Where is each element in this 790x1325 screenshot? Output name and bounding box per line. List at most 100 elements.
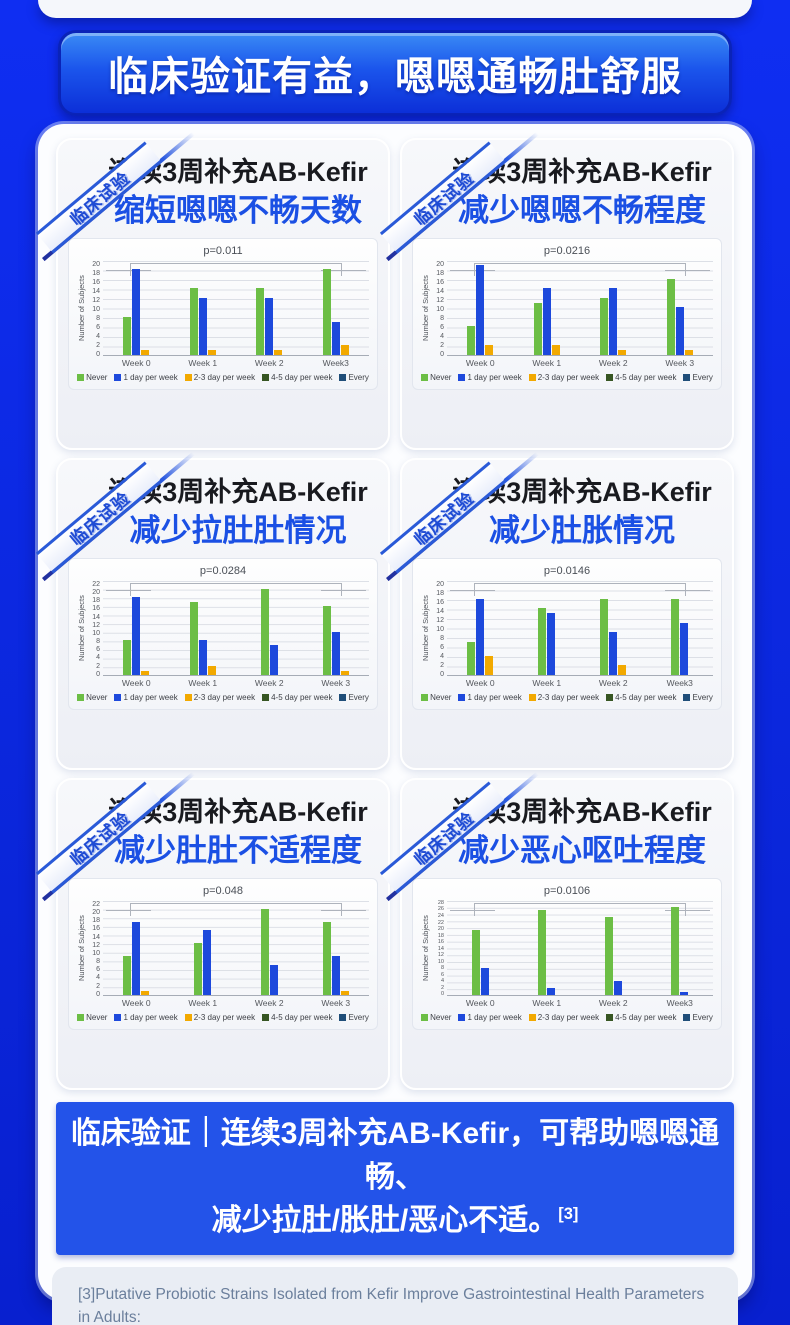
x-tick-label: Week 1 (188, 677, 218, 688)
bar-2-3-day-per-week (340, 990, 349, 995)
y-axis-title: Number of Subjects (77, 915, 86, 982)
x-tick-label: Week 2 (598, 677, 628, 688)
x-tick-label: Week 3 (321, 997, 351, 1008)
legend-label: Never (86, 372, 108, 382)
x-tick-label: Week 3 (321, 677, 351, 688)
legend-label: Every (692, 1012, 713, 1022)
legend-label: 4-5 day per week (615, 1012, 677, 1022)
x-tick-label: Week 0 (465, 357, 495, 368)
legend-item: 2-3 day per week (184, 692, 256, 702)
legend-label: 4-5 day per week (615, 692, 677, 702)
significance-bracket (129, 262, 343, 276)
x-axis-labels: Week 0 Week 1 Week 2 Week3 (447, 678, 713, 688)
legend-item: Never (77, 1013, 107, 1022)
footnote-line-1: [3]Putative Probiotic Strains Isolated f… (78, 1285, 705, 1325)
chart-legend: Never 1 day per week 2-3 day per week 4-5 d… (421, 373, 713, 382)
y-tick-label: 2 (440, 661, 444, 669)
y-tick-label: 14 (92, 287, 100, 295)
bar-never (123, 640, 132, 675)
bar-never (467, 641, 476, 675)
legend-swatch (262, 373, 270, 381)
legend-swatch (606, 373, 614, 381)
y-tick-label: 6 (440, 323, 444, 331)
x-tick-label: Week 2 (254, 997, 284, 1008)
legend-label: 2-3 day per week (537, 1012, 600, 1022)
chart-body: Number of Subjects 22 20 18 16 14 12 10 8 6 4 2 0 Wee… (77, 580, 370, 688)
legend-item: Never (421, 1013, 451, 1022)
y-tick-label: 2 (96, 982, 100, 990)
plot-area (447, 260, 713, 356)
y-tick-label: 20 (92, 589, 100, 597)
legend-swatch (339, 373, 347, 381)
legend-item: 1 day per week (114, 373, 178, 382)
bar-group (580, 288, 647, 355)
x-tick-label: Week 1 (188, 997, 218, 1008)
bar-1-day-per-week (476, 264, 485, 355)
y-tick-label: 12 (92, 621, 100, 629)
y-tick-label: 16 (436, 278, 444, 286)
x-tick-label: Week 1 (532, 357, 562, 368)
legend-item: 4-5 day per week (262, 373, 332, 382)
bar-chart: p=0.0284 Number of Subjects 22 20 18 16 14 12 10… (77, 565, 369, 702)
legend-item: 2-3 day per week (528, 372, 600, 382)
y-axis-ticks: 22 20 18 16 14 12 10 8 6 4 2 0 (86, 581, 103, 678)
legend-item: 2-3 day per week (528, 693, 599, 702)
significance-bracket (129, 582, 343, 596)
legend-swatch (528, 373, 536, 381)
legend-label: Never (430, 372, 452, 382)
bracket-whisker-left (449, 909, 495, 911)
bar-group (236, 908, 303, 995)
bar-group (447, 598, 514, 675)
reference-footnote: [3]Putative Probiotic Strains Isolated f… (52, 1266, 738, 1325)
y-tick-label: 14 (92, 933, 100, 941)
legend-swatch (339, 1013, 347, 1021)
y-tick-label: 12 (436, 616, 444, 624)
plot-column: Week 0 Week 1 Week 2 Week 3 (447, 260, 713, 368)
bar-chart-panel: p=0.011 Number of Subjects 20 18 16 14 12 10 8 6 4… (68, 237, 378, 390)
legend-swatch (184, 373, 192, 381)
bar-never (533, 302, 542, 355)
y-tick-label: 4 (96, 974, 100, 982)
chart-body: Number of Subjects 28 26 24 22 20 18 16 14 12 10 8 6… (421, 900, 713, 1008)
bar-group (303, 605, 370, 675)
bar-chart: p=0.011 Number of Subjects 20 18 16 14 12 10 8 6 4… (77, 245, 369, 382)
legend-swatch (421, 373, 429, 381)
y-tick-label: 20 (437, 926, 444, 933)
content-card: 临床试验 连续3周补充AB-Kefir 缩短嗯嗯不畅天数 p=0.011 Numb… (35, 124, 752, 1325)
bar-2-3-day-per-week (485, 655, 494, 675)
legend-item: 4-5 day per week (606, 1013, 676, 1022)
y-tick-label: 16 (92, 605, 100, 613)
legend-swatch (114, 1013, 122, 1021)
y-tick-label: 10 (92, 629, 100, 637)
legend-label: 2-3 day per week (537, 372, 600, 382)
y-tick-label: 2 (440, 984, 444, 991)
y-tick-label: 10 (436, 625, 444, 633)
legend-swatch (683, 1013, 691, 1021)
x-tick-label: Week 0 (121, 997, 151, 1008)
significance-bracket (473, 262, 687, 276)
legend-label: 4-5 day per week (271, 372, 333, 382)
bar-never (260, 588, 269, 675)
chart-card-5: 临床试验 连续3周补充AB-Kefir 减少肚肚不适程度 p=0.048 Numb… (35, 772, 390, 1090)
card-subtitle: 缩短嗯嗯不畅天数 (114, 192, 362, 228)
card-subtitle: 减少肚胀情况 (489, 512, 675, 548)
y-tick-label: 26 (437, 906, 444, 913)
bar-1-day-per-week (680, 991, 689, 995)
legend-label: 1 day per week (467, 1012, 522, 1022)
legend-label: Never (430, 692, 452, 702)
legend-label: 2-3 day per week (193, 692, 256, 702)
x-axis-labels: Week 0 Week 1 Week 2 Week3 (447, 998, 713, 1008)
p-value-label: p=0.0284 (199, 564, 247, 577)
bracket-whisker-right (321, 269, 367, 271)
legend-item: Every (683, 1012, 713, 1022)
legend-swatch (458, 693, 466, 701)
bar-2-3-day-per-week (207, 350, 216, 355)
bar-1-day-per-week (132, 269, 141, 355)
chart-card-grid: 临床试验 连续3周补充AB-Kefir 缩短嗯嗯不畅天数 p=0.011 Numb… (35, 132, 734, 1090)
legend-swatch (421, 1013, 429, 1021)
bracket-whisker-left (105, 269, 151, 271)
legend-label: 4-5 day per week (271, 1012, 333, 1022)
bar-never (600, 598, 609, 675)
p-value-label: p=0.011 (203, 244, 243, 257)
